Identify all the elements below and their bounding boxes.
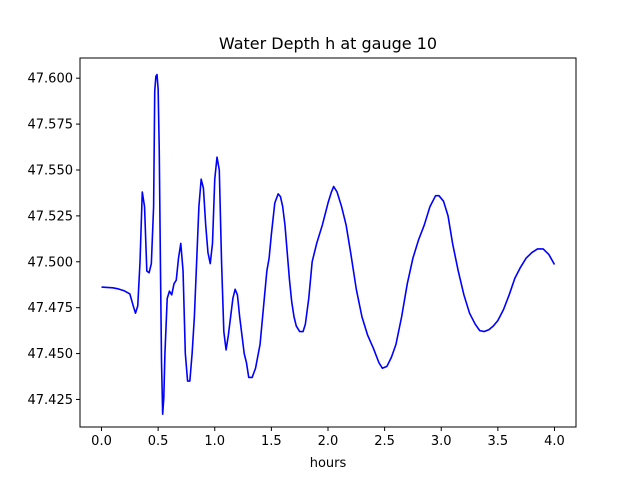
x-tick-label: 3.5 <box>488 434 509 449</box>
y-tick-label: 47.600 <box>28 72 74 87</box>
y-tick-label: 47.450 <box>28 347 74 362</box>
x-tick-label: 4.0 <box>544 434 565 449</box>
x-tick-label: 1.5 <box>261 434 282 449</box>
y-tick-label: 47.425 <box>28 393 74 408</box>
chart-title: Water Depth h at gauge 10 <box>219 34 437 53</box>
y-tick-label: 47.525 <box>28 209 74 224</box>
x-axis: 0.0 0.5 1.0 1.5 2.0 2.5 3.0 3.5 4.0 <box>91 427 565 449</box>
y-tick-label: 47.575 <box>28 118 74 133</box>
x-tick-label: 1.0 <box>204 434 225 449</box>
y-tick-label: 47.475 <box>28 301 74 316</box>
y-tick-label: 47.500 <box>28 255 74 270</box>
x-tick-label: 0.5 <box>148 434 169 449</box>
series-line-0 <box>101 73 556 415</box>
x-axis-label: hours <box>310 456 347 471</box>
x-tick-label: 2.5 <box>374 434 395 449</box>
y-tick-label: 47.550 <box>28 163 74 178</box>
x-tick-label: 3.0 <box>431 434 452 449</box>
plot-area <box>101 73 556 415</box>
y-axis: 47.425 47.450 47.475 47.500 47.525 47.550 47.5… <box>28 72 80 408</box>
x-tick-label: 2.0 <box>318 434 339 449</box>
x-tick-label: 0.0 <box>91 434 112 449</box>
axes-frame <box>79 57 577 428</box>
